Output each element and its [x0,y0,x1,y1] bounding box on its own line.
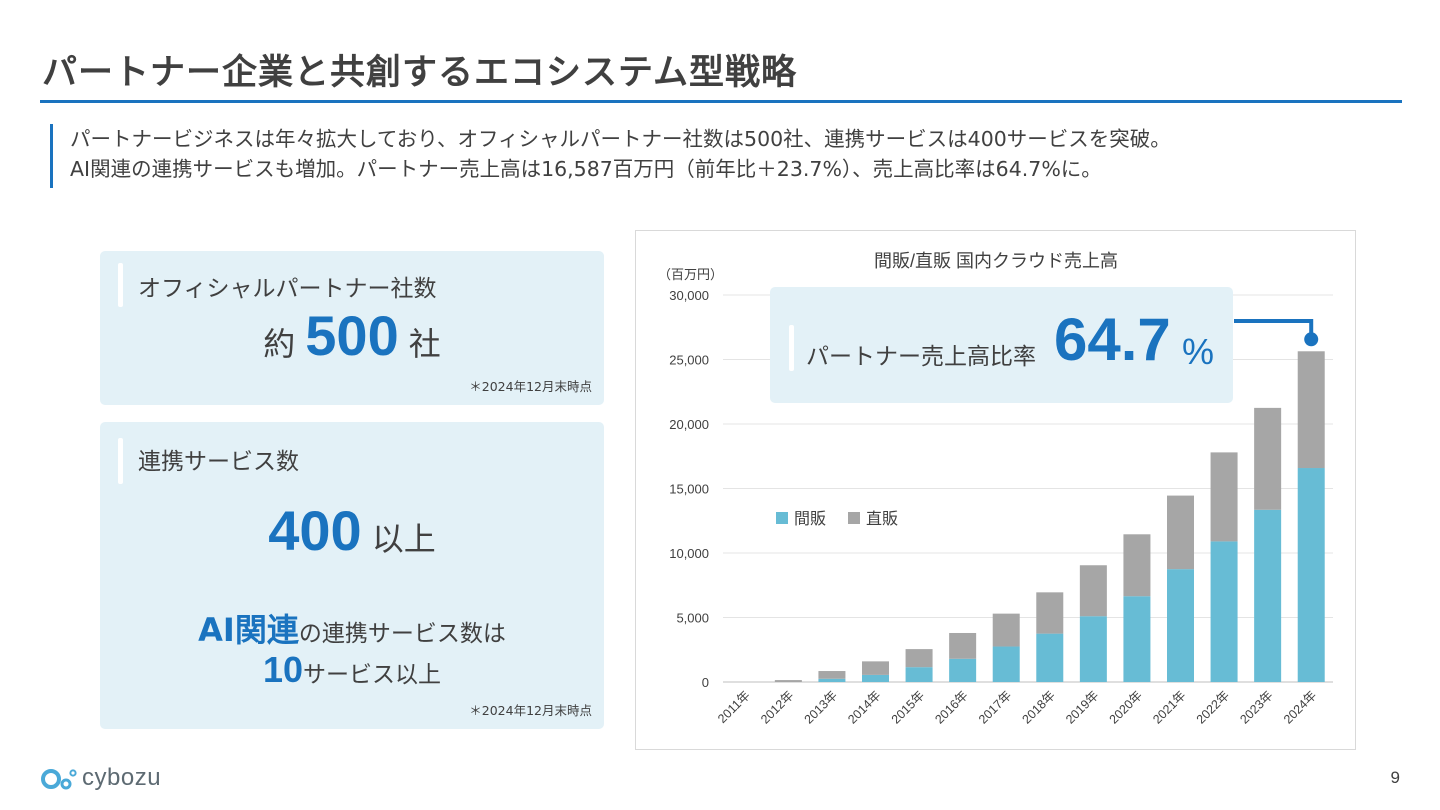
y-tick-label: 25,000 [669,353,709,368]
ai-service-count: 10 [262,649,304,690]
bar-indirect [862,674,889,682]
y-tick-label: 30,000 [669,288,709,303]
callout-accent-bar [789,325,794,371]
partner-ratio-unit: % [1182,331,1215,372]
ai-service-text: の連携サービス数は [298,621,506,647]
title-divider [40,100,1402,103]
bar-direct [1297,351,1325,469]
bar-indirect [1210,541,1238,682]
bar-indirect [1254,509,1282,682]
x-tick-label: 2023年 [1237,688,1275,726]
callout-marker [1304,332,1319,347]
bar-direct [905,649,933,668]
service-count-value-row: 400 以上 [100,498,604,563]
partner-ratio-value: 64.7 [1054,306,1171,373]
page-number: 9 [1390,768,1400,787]
bar-direct [1210,452,1238,542]
legend-swatch-indirect [776,512,788,524]
ai-highlight: AI関連 [198,611,299,649]
bar-indirect [1079,616,1107,682]
bar-indirect [1297,468,1325,682]
service-count-card: 連携サービス数 400 以上 AI関連の連携サービス数は 10サービス以上 ＊20… [100,422,604,729]
ai-service-suffix: サービス以上 [303,662,442,688]
bar-direct [1254,407,1282,510]
x-tick-label: 2012年 [758,688,796,726]
chart-title: 間販/直販 国内クラウド売上高 [874,251,1118,271]
x-tick-label: 2020年 [1107,688,1145,726]
bar-direct [949,632,977,659]
x-tick-label: 2011年 [715,688,753,726]
bar-direct [1036,592,1064,634]
page-title: パートナー企業と共創するエコシステム型戦略 [42,53,797,93]
bar-direct [818,671,846,679]
partner-count-suffix: 社 [408,325,441,363]
bar-direct [1167,495,1194,570]
partner-ratio-callout: パートナー売上高比率 64.7 % [770,287,1233,403]
partner-ratio-label: パートナー売上高比率 [806,344,1036,370]
bar-indirect [949,658,977,682]
service-count-label: 連携サービス数 [138,449,299,475]
y-tick-label: 15,000 [669,482,709,497]
bar-indirect [1123,596,1151,682]
x-tick-label: 2015年 [889,688,927,726]
x-tick-label: 2022年 [1194,688,1232,726]
partner-count-card: オフィシャルパートナー社数 約 500 社 ＊2024年12月末時点 [100,251,604,405]
bar-indirect [905,667,933,682]
bar-indirect [992,646,1020,682]
y-tick-label: 10,000 [669,546,709,561]
x-tick-label: 2019年 [1063,688,1101,726]
x-tick-label: 2024年 [1281,688,1319,726]
bar-direct [774,680,802,682]
legend-label-indirect: 間販 [794,510,826,528]
lead-text: パートナービジネスは年々拡大しており、オフィシャルパートナー社数は500社、連携… [50,124,1410,188]
bar-direct [1123,534,1151,597]
partner-count-value: 500 [305,304,399,367]
y-axis-unit: （百万円） [658,267,723,282]
y-tick-label: 5,000 [676,611,709,626]
x-tick-label: 2018年 [1020,688,1058,726]
bar-indirect [1167,569,1194,682]
partner-count-label: オフィシャルパートナー社数 [138,276,437,302]
service-count-suffix: 以上 [371,520,436,558]
lead-line-1: パートナービジネスは年々拡大しており、オフィシャルパートナー社数は500社、連携… [70,127,1171,151]
card-accent-bar [118,263,123,307]
bar-direct [992,613,1020,647]
partner-count-note: ＊2024年12月末時点 [469,379,592,394]
x-tick-label: 2017年 [976,688,1014,726]
service-count-note: ＊2024年12月末時点 [469,703,592,718]
ai-service-line: AI関連の連携サービス数は [100,605,604,651]
partner-count-value-row: 約 500 社 [100,303,604,368]
cybozu-logo: cybozu [40,764,170,794]
x-tick-label: 2014年 [845,688,883,726]
bar-direct [862,661,889,675]
card-accent-bar [118,438,123,484]
y-tick-label: 20,000 [669,417,709,432]
callout-connector [1234,319,1314,340]
x-tick-label: 2016年 [932,688,970,726]
ai-service-count-line: 10サービス以上 [100,649,604,691]
bar-indirect [818,678,846,682]
partner-count-prefix: 約 [263,325,296,363]
service-count-value: 400 [268,499,362,562]
y-tick-label: 0 [702,675,709,690]
x-tick-label: 2013年 [802,688,840,726]
x-tick-label: 2021年 [1150,688,1188,726]
bar-direct [1079,565,1107,617]
legend-swatch-direct [848,512,860,524]
legend-label-direct: 直販 [866,510,898,528]
cybozu-logo-text: cybozu [82,764,162,791]
bar-indirect [1036,633,1064,682]
cybozu-logo-icon [41,769,77,790]
lead-line-2: AI関連の連携サービスも増加。パートナー売上高は16,587百万円（前年比＋23… [70,157,1102,181]
